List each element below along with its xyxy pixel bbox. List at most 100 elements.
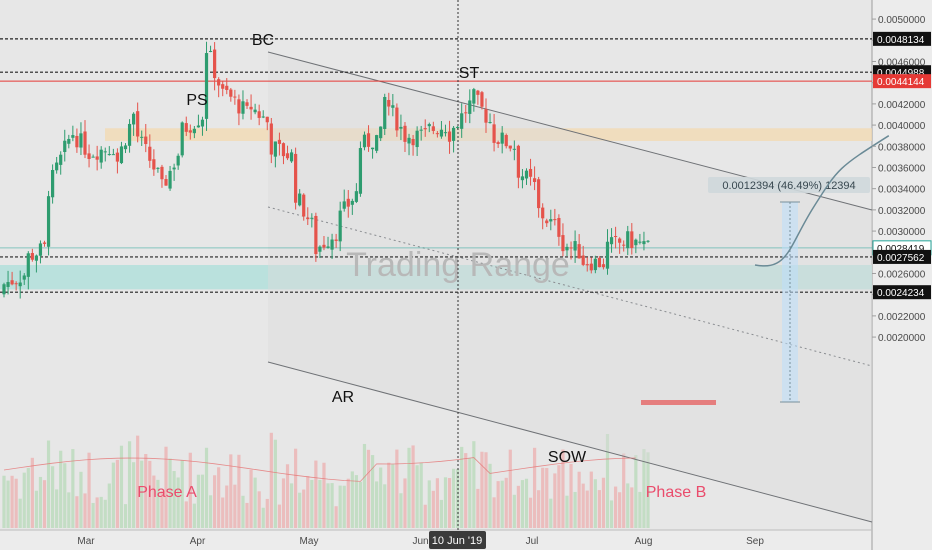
candle-body (30, 253, 34, 260)
level-badge-label: 0.0048134 (877, 35, 925, 46)
volume-bar (532, 447, 537, 528)
volume-bar (277, 504, 282, 528)
candle-body (581, 255, 585, 265)
volume-bar (553, 473, 557, 528)
volume-bar (253, 477, 257, 528)
label-sow: SOW (548, 449, 587, 466)
volume-bar (370, 455, 375, 528)
candle-body (318, 246, 322, 252)
volume-bar (508, 449, 512, 528)
volume-bar (71, 449, 75, 528)
x-tick-label: Mar (77, 536, 95, 547)
zone-supply (105, 128, 872, 141)
y-tick-label: 0.0022000 (878, 312, 926, 323)
volume-bar (38, 476, 43, 528)
y-tick-label: 0.0020000 (878, 333, 926, 344)
candle-body (504, 135, 508, 147)
candle-body (55, 162, 59, 171)
candle-body (144, 136, 148, 145)
candle-body (71, 135, 75, 138)
candle-body (464, 112, 468, 114)
candle-body (273, 141, 277, 157)
volume-bar (545, 467, 549, 528)
volume-bar (350, 471, 354, 528)
candle-body (460, 113, 464, 129)
volume-bar (411, 445, 415, 528)
volume-bar (427, 480, 431, 528)
candle-body (79, 133, 83, 148)
volume-bar (298, 492, 302, 528)
volume-bar (423, 504, 427, 528)
candle-body (403, 125, 407, 142)
volume-bar (504, 477, 508, 528)
candle-body (553, 219, 557, 221)
candle-body (95, 156, 99, 160)
candle-body (119, 146, 124, 164)
candle-body (447, 131, 452, 142)
volume-bar (123, 504, 128, 528)
volume-bar (549, 498, 553, 528)
volume-bar (285, 464, 290, 528)
level-badge-label: 0.0044988 (877, 68, 925, 79)
candle-body (601, 264, 606, 268)
candle-body (99, 149, 103, 163)
y-tick-label: 0.0026000 (878, 269, 926, 280)
volume-bar (613, 486, 618, 528)
candle-body (593, 258, 597, 271)
volume-bar (26, 467, 30, 528)
candle-body (379, 126, 383, 139)
candle-body (298, 193, 302, 206)
candle-body (200, 119, 205, 127)
volume-bar (634, 455, 638, 528)
volume-bar (225, 485, 229, 528)
volume-bar (217, 467, 221, 528)
volume-bar (168, 458, 172, 528)
volume-bar (132, 462, 136, 528)
volume-bar (646, 452, 650, 528)
candle-body (480, 92, 484, 107)
volume-bar (10, 475, 14, 528)
candle-body (249, 106, 253, 110)
candle-body (322, 244, 326, 248)
volume-bar (618, 492, 622, 528)
candle-body (204, 53, 209, 119)
candle-body (281, 143, 286, 157)
candle-body (577, 244, 581, 259)
volume-bar (213, 475, 217, 528)
candle-body (350, 200, 354, 205)
candle-body (326, 246, 330, 248)
candle-body (439, 129, 444, 137)
volume-bar (160, 490, 164, 528)
volume-bar (342, 485, 346, 528)
sow-target-marker (641, 400, 716, 405)
volume-bar (383, 484, 387, 528)
candle-body (589, 263, 593, 271)
candle-body (168, 170, 172, 189)
candle-body (565, 246, 569, 251)
candle-body (46, 196, 51, 247)
candle-body (257, 111, 261, 118)
candle-body (213, 49, 217, 79)
candle-body (51, 169, 55, 198)
candle-body (646, 240, 650, 242)
price-scale-background (872, 0, 932, 550)
candle-body (532, 178, 537, 182)
volume-bar (419, 462, 423, 528)
volume-bar (597, 490, 601, 528)
candle-body (196, 125, 201, 128)
volume-bar (581, 483, 585, 528)
candle-body (415, 130, 419, 148)
volume-bar (79, 471, 83, 528)
volume-bar (229, 454, 233, 528)
candle-body (156, 167, 160, 169)
x-tick-label: Sep (746, 536, 764, 547)
volume-bar (18, 498, 22, 528)
candle-body (419, 129, 423, 131)
measure-label: 0.0012394 (46.49%) 12394 (722, 180, 855, 192)
candle-body (605, 241, 610, 269)
candle-body (399, 126, 403, 129)
volume-bar (140, 460, 144, 528)
candle-body (269, 123, 273, 155)
candle-body (370, 147, 375, 150)
volume-bar (569, 463, 573, 528)
